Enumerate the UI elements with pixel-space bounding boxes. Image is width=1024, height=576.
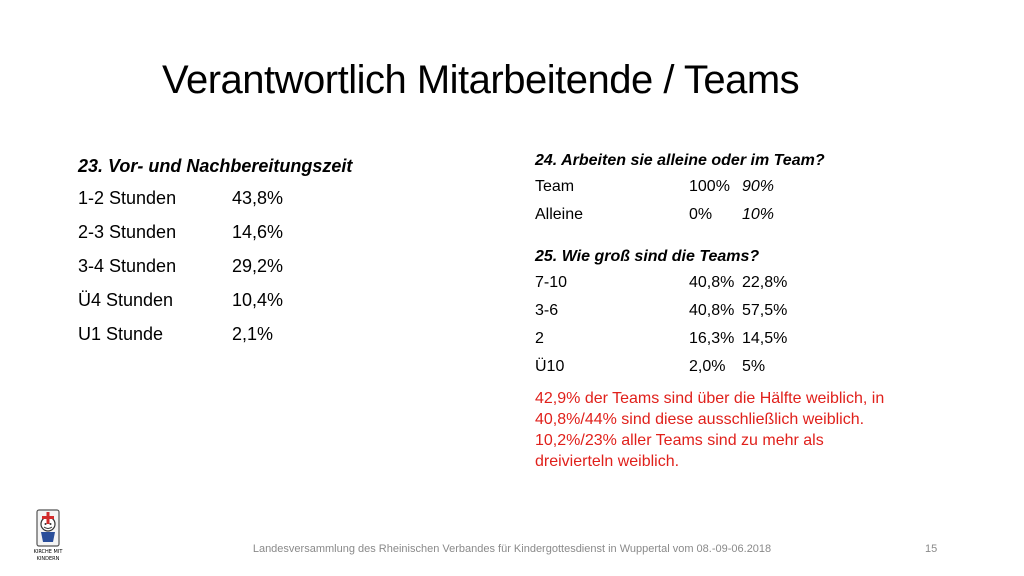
row-value-2: 10% [742, 206, 775, 223]
row-value-2: 5% [742, 358, 766, 375]
row-value: 2,1% [232, 324, 274, 344]
row-value: 0% [689, 206, 713, 223]
row-label: Ü10 [535, 358, 565, 375]
row-label: 7-10 [535, 274, 568, 291]
logo-text-line2: KINDERN [37, 556, 60, 562]
question-23-block: 23. Vor- und Nachbereitungszeit 1-2 Stun… [78, 156, 352, 358]
table-row: 2-3 Stunden 14,6% [78, 222, 352, 256]
highlight-note: 42,9% der Teams sind über die Hälfte wei… [535, 388, 975, 472]
question-23-heading: 23. Vor- und Nachbereitungszeit [78, 156, 353, 176]
row-value: 43,8% [232, 188, 284, 208]
table-row: U1 Stunde 2,1% [78, 324, 352, 358]
table-row: Alleine 0% 10% [535, 206, 975, 234]
row-label: Ü4 Stunden [78, 290, 174, 310]
row-value-2: 14,5% [742, 330, 788, 347]
table-row: 1-2 Stunden 43,8% [78, 188, 352, 222]
note-line: 10,2%/23% aller Teams sind zu mehr als [535, 432, 824, 449]
row-label: 3-4 Stunden [78, 256, 177, 276]
table-row: 7-10 40,8% 22,8% [535, 274, 975, 302]
spacer [535, 234, 975, 248]
row-value: 29,2% [232, 256, 284, 276]
row-value: 10,4% [232, 290, 284, 310]
question-25-heading: 25. Wie groß sind die Teams? [535, 248, 760, 265]
footer-text: Landesversammlung des Rheinischen Verban… [252, 543, 772, 555]
row-value: 40,8% [689, 302, 735, 319]
row-value: 40,8% [689, 274, 735, 291]
row-label: 2 [535, 330, 544, 347]
row-label: 2-3 Stunden [78, 222, 177, 242]
row-value: 2,0% [689, 358, 726, 375]
row-label: U1 Stunde [78, 324, 164, 344]
logo-text-line1: KIRCHE MIT [34, 549, 64, 555]
note-line: 40,8%/44% sind diese ausschließlich weib… [535, 411, 865, 428]
row-value-2: 90% [742, 178, 775, 195]
question-24-heading: 24. Arbeiten sie alleine oder im Team? [535, 152, 825, 169]
row-label: Team [535, 178, 575, 195]
questions-24-25-block: 24. Arbeiten sie alleine oder im Team? T… [535, 152, 975, 472]
note-line: 42,9% der Teams sind über die Hälfte wei… [535, 390, 885, 407]
row-label: 3-6 [535, 302, 559, 319]
page-number: 15 [925, 543, 938, 555]
slide-title: Verantwortlich Mitarbeitende / Teams [162, 58, 800, 102]
table-row: Ü4 Stunden 10,4% [78, 290, 352, 324]
row-value-2: 57,5% [742, 302, 788, 319]
row-value: 14,6% [232, 222, 284, 242]
row-value: 100% [689, 178, 730, 195]
row-value-2: 22,8% [742, 274, 788, 291]
note-line: dreivierteln weiblich. [535, 453, 680, 470]
table-row: 3-4 Stunden 29,2% [78, 256, 352, 290]
row-label: Alleine [535, 206, 584, 223]
row-value: 16,3% [689, 330, 735, 347]
table-row: Team 100% 90% [535, 178, 975, 206]
row-label: 1-2 Stunden [78, 188, 177, 208]
table-row: 3-6 40,8% 57,5% [535, 302, 975, 330]
question-25-block: 25. Wie groß sind die Teams? 7-10 40,8% … [535, 248, 975, 386]
kirche-mit-kindern-logo: KIRCHE MIT KINDERN [34, 509, 64, 562]
table-row: 2 16,3% 14,5% [535, 330, 975, 358]
table-row: Ü10 2,0% 5% [535, 358, 975, 386]
